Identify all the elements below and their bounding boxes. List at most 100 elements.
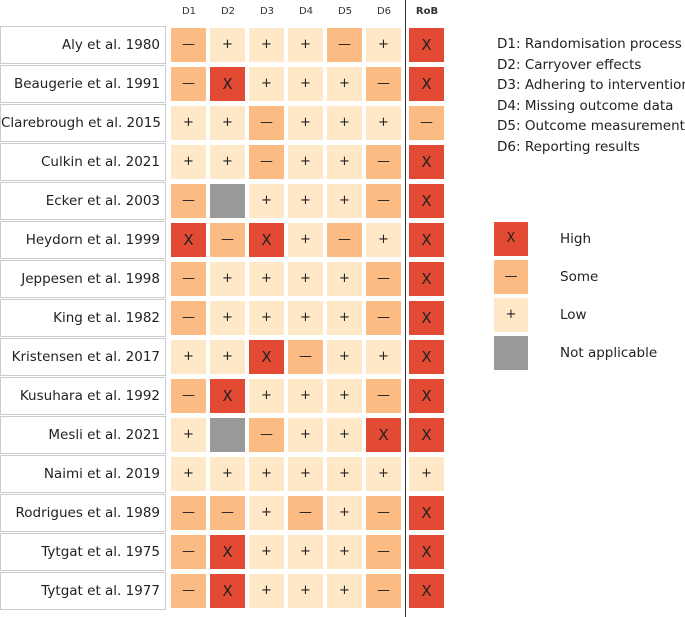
judgement-cell: + [288, 574, 323, 608]
judgement-cell: + [288, 145, 323, 179]
judgement-cell: + [210, 262, 245, 296]
study-name: Tytgat et al. 1975 [0, 533, 166, 571]
judgement-cell: + [288, 106, 323, 140]
judgement-cell: + [249, 496, 284, 530]
column-header: D6 [376, 6, 392, 17]
judgement-cell: — [171, 67, 206, 101]
domain-key: D5: Outcome measurement [497, 118, 685, 134]
judgement-cell: + [249, 457, 284, 491]
study-name: Kusuhara et al. 1992 [0, 377, 166, 415]
judgement-cell: X [210, 379, 245, 413]
study-name: Aly et al. 1980 [0, 26, 166, 64]
judgement-cell: + [288, 379, 323, 413]
study-name: Kristensen et al. 2017 [0, 338, 166, 376]
judgement-cell: X [409, 301, 444, 335]
judgement-cell: X [409, 145, 444, 179]
judgement-cell: — [366, 535, 401, 569]
judgement-cell: X [210, 67, 245, 101]
study-name: Tytgat et al. 1977 [0, 572, 166, 610]
judgement-cell: + [366, 340, 401, 374]
judgement-cell: X [409, 379, 444, 413]
judgement-cell: + [249, 379, 284, 413]
judgement-cell: + [210, 28, 245, 62]
judgement-cell: X [210, 574, 245, 608]
judgement-cell: + [171, 340, 206, 374]
judgement-cell: + [327, 496, 362, 530]
judgement-cell: + [327, 67, 362, 101]
judgement-cell: + [210, 301, 245, 335]
judgement-cell: X [366, 418, 401, 452]
judgement-cell: — [366, 262, 401, 296]
column-header: D2 [220, 6, 236, 17]
legend-label: Some [560, 269, 599, 285]
judgement-cell: — [327, 28, 362, 62]
judgement-cell [210, 184, 245, 218]
judgement-cell: X [409, 340, 444, 374]
domain-key: D2: Carryover effects [497, 56, 642, 73]
study-name: Culkin et al. 2021 [0, 143, 166, 181]
domain-key: D4: Missing outcome data [497, 97, 674, 114]
domain-key: D3: Adhering to intervention [497, 77, 685, 93]
study-name: Naimi et al. 2019 [0, 455, 166, 493]
judgement-cell: — [210, 496, 245, 530]
legend-label: High [560, 231, 592, 247]
column-header: RoB [415, 6, 439, 17]
judgement-cell: + [288, 418, 323, 452]
judgement-cell: — [366, 574, 401, 608]
judgement-cell: + [171, 145, 206, 179]
judgement-cell: X [409, 496, 444, 530]
judgement-cell: + [327, 379, 362, 413]
judgement-cell: — [210, 223, 245, 257]
judgement-cell: + [327, 262, 362, 296]
judgement-cell: + [288, 301, 323, 335]
column-header: D4 [298, 6, 314, 17]
judgement-cell: + [171, 457, 206, 491]
judgement-cell: + [210, 340, 245, 374]
judgement-cell: + [249, 184, 284, 218]
judgement-cell: — [366, 145, 401, 179]
judgement-cell: + [366, 28, 401, 62]
study-name: Rodrigues et al. 1989 [0, 494, 166, 532]
judgement-cell: X [409, 223, 444, 257]
study-name: Beaugerie et al. 1991 [0, 65, 166, 103]
judgement-cell: + [366, 106, 401, 140]
judgement-cell: — [327, 223, 362, 257]
judgement-cell: + [327, 301, 362, 335]
domain-key: D6: Reporting results [497, 138, 640, 155]
judgement-cell: + [249, 535, 284, 569]
judgement-cell: + [288, 262, 323, 296]
judgement-cell: — [409, 106, 444, 140]
study-name: Jeppesen et al. 1998 [0, 260, 166, 298]
judgement-cell: — [288, 496, 323, 530]
judgement-cell: — [171, 262, 206, 296]
domain-key: D1: Randomisation process [497, 36, 682, 52]
judgement-cell [210, 418, 245, 452]
legend-label: Low [560, 307, 587, 323]
judgement-cell: X [409, 418, 444, 452]
legend-swatch [494, 336, 528, 370]
judgement-cell: — [171, 379, 206, 413]
judgement-cell: + [210, 106, 245, 140]
judgement-cell: — [366, 67, 401, 101]
judgement-cell: + [288, 223, 323, 257]
judgement-cell: X [249, 340, 284, 374]
rob-divider [405, 0, 406, 617]
judgement-cell: + [171, 106, 206, 140]
judgement-cell: + [366, 457, 401, 491]
judgement-cell: — [366, 301, 401, 335]
legend-swatch: X [494, 222, 528, 256]
judgement-cell: — [171, 574, 206, 608]
judgement-cell: — [366, 496, 401, 530]
judgement-cell: X [210, 535, 245, 569]
judgement-cell: + [288, 457, 323, 491]
legend-swatch: + [494, 298, 528, 332]
judgement-cell: + [409, 457, 444, 491]
study-name: Clarebrough et al. 2015 [0, 104, 166, 142]
judgement-cell: + [327, 106, 362, 140]
judgement-cell: — [171, 301, 206, 335]
study-name: King et al. 1982 [0, 299, 166, 337]
study-name: Ecker et al. 2003 [0, 182, 166, 220]
study-name: Mesli et al. 2021 [0, 416, 166, 454]
judgement-cell: — [171, 28, 206, 62]
